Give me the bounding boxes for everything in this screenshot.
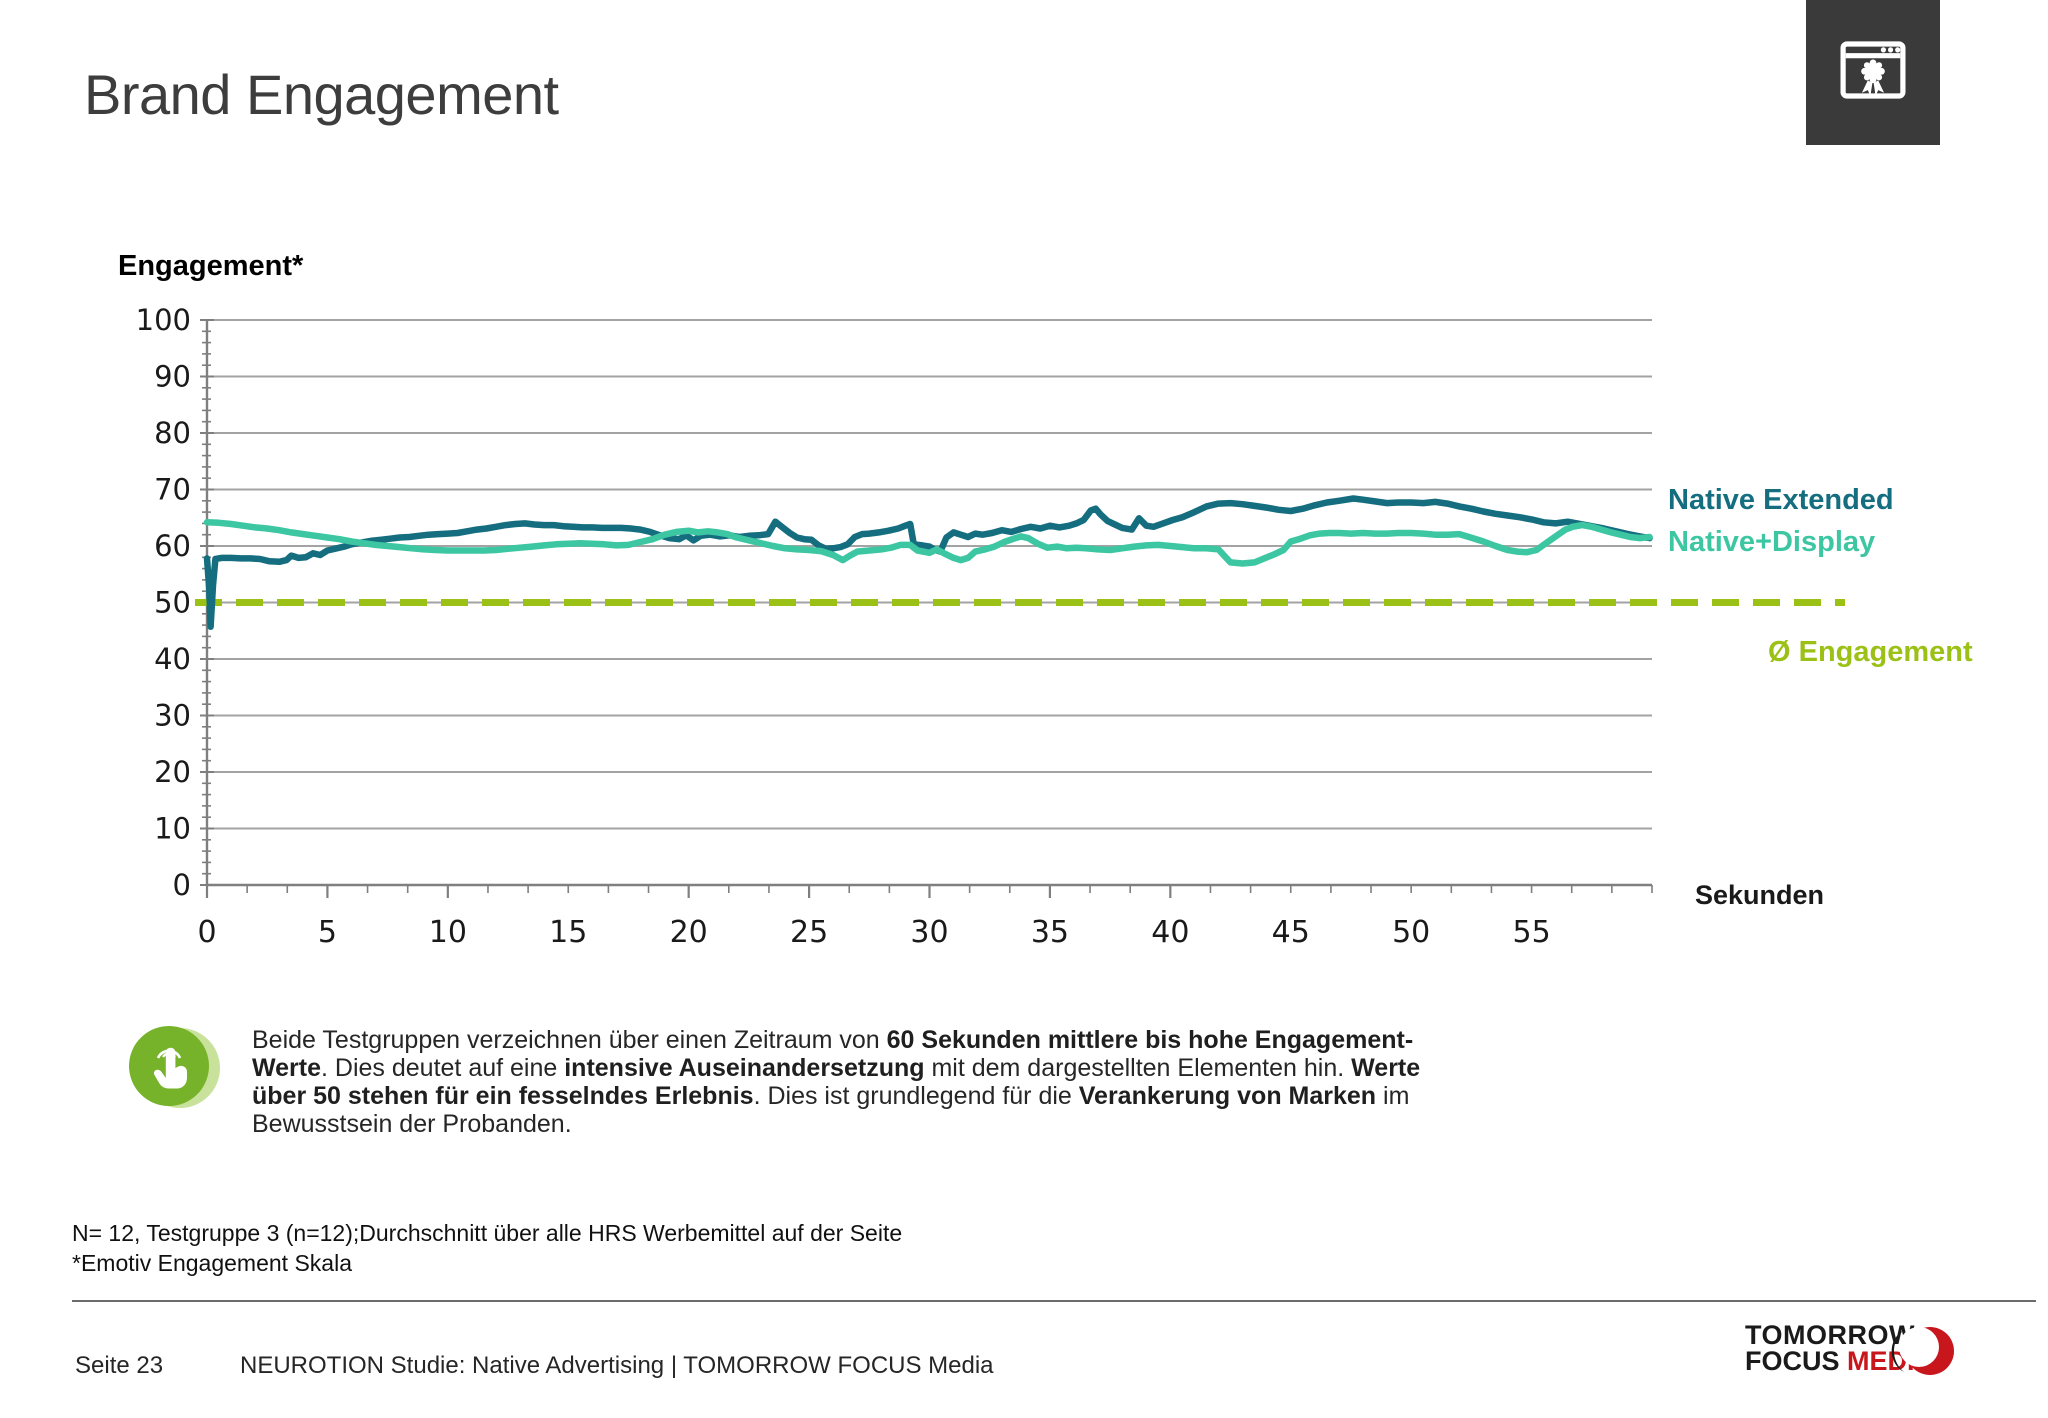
callout-text: Beide Testgruppen verzeichnen über einen… (252, 1026, 1470, 1138)
callout-segment: intensive Auseinandersetzung (564, 1054, 925, 1082)
y-tick-label: 40 (154, 642, 191, 676)
x-tick-label: 50 (1392, 915, 1430, 950)
x-tick-label: 15 (549, 915, 587, 950)
x-tick-label: 30 (910, 915, 948, 950)
x-tick-label: 10 (429, 915, 467, 950)
page-title: Brand Engagement (84, 63, 559, 126)
y-tick-label: 30 (154, 699, 191, 733)
y-axis-title: Engagement* (118, 250, 304, 282)
x-tick-label: 55 (1512, 915, 1550, 950)
footer-divider (72, 1300, 2036, 1302)
y-tick-label: 80 (154, 416, 191, 450)
x-tick-label: 35 (1031, 915, 1069, 950)
x-tick-label: 40 (1151, 915, 1189, 950)
footnote-scale: *Emotiv Engagement Skala (72, 1250, 352, 1276)
y-tick-label: 100 (136, 303, 191, 337)
legend-native-extended: Native Extended (1668, 484, 1894, 516)
series-line-native-extended (203, 495, 1653, 631)
logo-text-focus: FOCUS (1745, 1346, 1848, 1376)
y-tick-label: 50 (154, 586, 191, 620)
footer-study-title: NEUROTION Studie: Native Advertising | T… (240, 1352, 994, 1379)
callout-segment: . Dies ist grundlegend für die (753, 1082, 1079, 1110)
x-tick-label: 0 (197, 915, 216, 950)
x-tick-label: 20 (670, 915, 708, 950)
callout-segment: Werte über 50 stehen für ein fesselndes … (252, 1054, 1421, 1110)
x-tick-label: 25 (790, 915, 828, 950)
page-number: Seite 23 (75, 1352, 164, 1379)
y-tick-label: 90 (154, 360, 191, 394)
logo-text-tomorrow: TOMORROW (1745, 1320, 1915, 1350)
certificate-window-icon (1834, 31, 1912, 114)
y-tick-label: 0 (173, 868, 191, 902)
callout-segment: im Bewusstsein der Probanden. (252, 1082, 1410, 1138)
y-tick-label: 60 (154, 529, 191, 563)
x-axis-title: Sekunden (1695, 880, 1825, 910)
touch-gesture-icon (128, 1022, 220, 1112)
footnote-sample: N= 12, Testgruppe 3 (n=12);Durchschnitt … (72, 1220, 903, 1246)
series-line-native-display (203, 519, 1653, 567)
crescent-logo-icon (1888, 1324, 1958, 1385)
corner-icon-box (1806, 0, 1940, 145)
x-tick-label: 45 (1272, 915, 1310, 950)
legend-average-engagement: Ø Engagement (1768, 636, 1973, 668)
callout-segment: Beide Testgruppen verzeichnen über einen… (252, 1026, 887, 1054)
x-tick-label: 5 (318, 915, 337, 950)
callout-segment: 60 Sekunden mittlere bis hohe Engagement… (252, 1026, 1414, 1082)
tomorrow-focus-media-logo: TOMORROW FOCUS MEDIA (1745, 1322, 1975, 1386)
y-tick-label: 10 (154, 812, 191, 846)
y-tick-label: 70 (154, 473, 191, 507)
callout-segment: mit dem dargestellten Elementen hin. (924, 1054, 1352, 1082)
legend-native-plus-display: Native+Display (1668, 526, 1876, 558)
callout-segment: . Dies deutet auf eine (321, 1054, 565, 1082)
y-tick-label: 20 (154, 755, 191, 789)
callout-segment: Verankerung von Marken (1078, 1082, 1377, 1110)
